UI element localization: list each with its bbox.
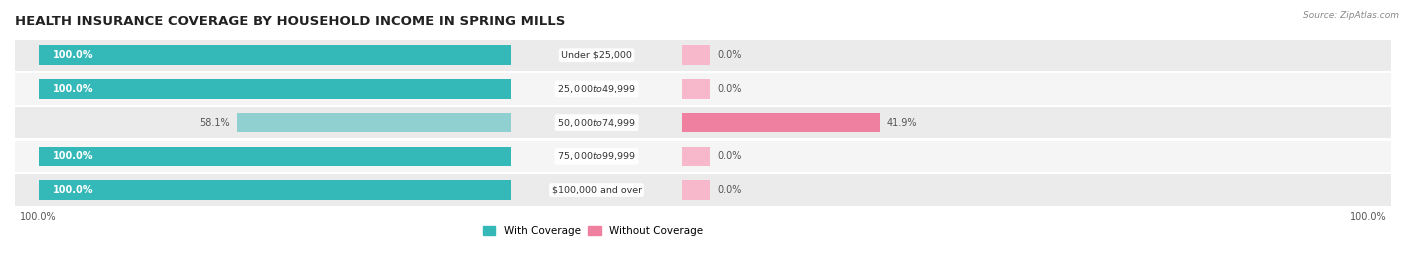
Bar [682, 147, 710, 166]
Text: 0.0%: 0.0% [717, 50, 741, 60]
Text: 100.0%: 100.0% [53, 50, 93, 60]
Bar [682, 113, 880, 133]
Text: Under $25,000: Under $25,000 [561, 51, 633, 60]
Text: 100.0%: 100.0% [53, 185, 93, 195]
Text: 0.0%: 0.0% [717, 84, 741, 94]
Legend: With Coverage, Without Coverage: With Coverage, Without Coverage [479, 223, 706, 239]
Bar [682, 45, 710, 65]
Bar [38, 79, 512, 99]
Text: 0.0%: 0.0% [717, 185, 741, 195]
Bar [38, 180, 512, 200]
Bar [15, 73, 1391, 105]
Text: 100.0%: 100.0% [1350, 212, 1386, 222]
Text: 100.0%: 100.0% [20, 212, 56, 222]
Text: $100,000 and over: $100,000 and over [551, 185, 641, 195]
Text: HEALTH INSURANCE COVERAGE BY HOUSEHOLD INCOME IN SPRING MILLS: HEALTH INSURANCE COVERAGE BY HOUSEHOLD I… [15, 15, 565, 28]
Text: 41.9%: 41.9% [887, 118, 918, 128]
Text: 58.1%: 58.1% [200, 118, 229, 128]
Bar [38, 45, 512, 65]
Bar [15, 174, 1391, 206]
Text: 100.0%: 100.0% [53, 151, 93, 161]
Bar [682, 79, 710, 99]
Text: 100.0%: 100.0% [53, 84, 93, 94]
Text: $50,000 to $74,999: $50,000 to $74,999 [557, 117, 636, 129]
Bar [682, 180, 710, 200]
Text: $75,000 to $99,999: $75,000 to $99,999 [557, 150, 636, 162]
Bar [38, 147, 512, 166]
Bar [15, 107, 1391, 138]
Text: 0.0%: 0.0% [717, 151, 741, 161]
Bar [15, 40, 1391, 71]
Bar [15, 141, 1391, 172]
Text: Source: ZipAtlas.com: Source: ZipAtlas.com [1303, 11, 1399, 20]
Text: $25,000 to $49,999: $25,000 to $49,999 [557, 83, 636, 95]
Bar [236, 113, 512, 133]
